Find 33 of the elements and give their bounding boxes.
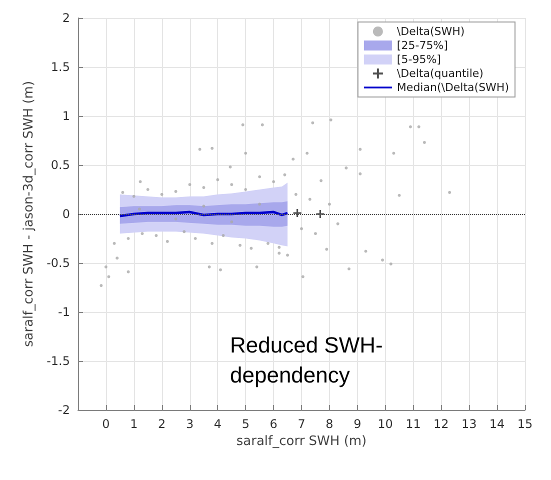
- y-tick-label: 1.5: [50, 60, 70, 74]
- x-tick-label: 11: [406, 417, 421, 431]
- x-tick-label: 14: [489, 417, 505, 431]
- y-tick-label: -0.5: [46, 256, 70, 270]
- x-tick-label: 15: [517, 417, 533, 431]
- x-tick-label: 5: [242, 417, 250, 431]
- x-tick-label: 12: [434, 417, 449, 431]
- legend-label: \Delta(SWH): [396, 25, 465, 38]
- x-axis-title: saralf_corr SWH (m): [236, 434, 367, 449]
- legend-label: Median(\Delta(SWH): [396, 81, 510, 94]
- x-tick-label: 8: [326, 417, 334, 431]
- y-tick-label: -2: [58, 403, 70, 417]
- x-tick-label: 9: [354, 417, 362, 431]
- y-tick-label: 2: [62, 11, 70, 25]
- x-tick-label: 1: [130, 417, 138, 431]
- y-tick-label: -1: [58, 305, 70, 319]
- y-tick-label: 1: [62, 109, 70, 123]
- annotation: Reduced SWH- dependency: [230, 332, 383, 388]
- legend-label: \Delta(quantile): [396, 67, 484, 80]
- x-tick-label: 13: [461, 417, 477, 431]
- y-tick-label: -1.5: [46, 354, 70, 368]
- x-tick-label: 10: [378, 417, 393, 431]
- x-tick-label: 3: [186, 417, 194, 431]
- legend-label: [25-75%]: [396, 39, 448, 52]
- x-tick-label: 7: [298, 417, 306, 431]
- legend-label: [5-95%]: [396, 53, 441, 66]
- x-tick-label: 2: [158, 417, 166, 431]
- x-tick-label: 4: [214, 417, 222, 431]
- y-tick-label: 0.5: [50, 158, 70, 172]
- y-axis-title: saralf_corr SWH - jason-3d_corr SWH (m): [22, 80, 37, 348]
- y-tick-label: 0: [62, 207, 70, 221]
- x-tick-label: 0: [102, 417, 110, 431]
- x-tick-label: 6: [270, 417, 278, 431]
